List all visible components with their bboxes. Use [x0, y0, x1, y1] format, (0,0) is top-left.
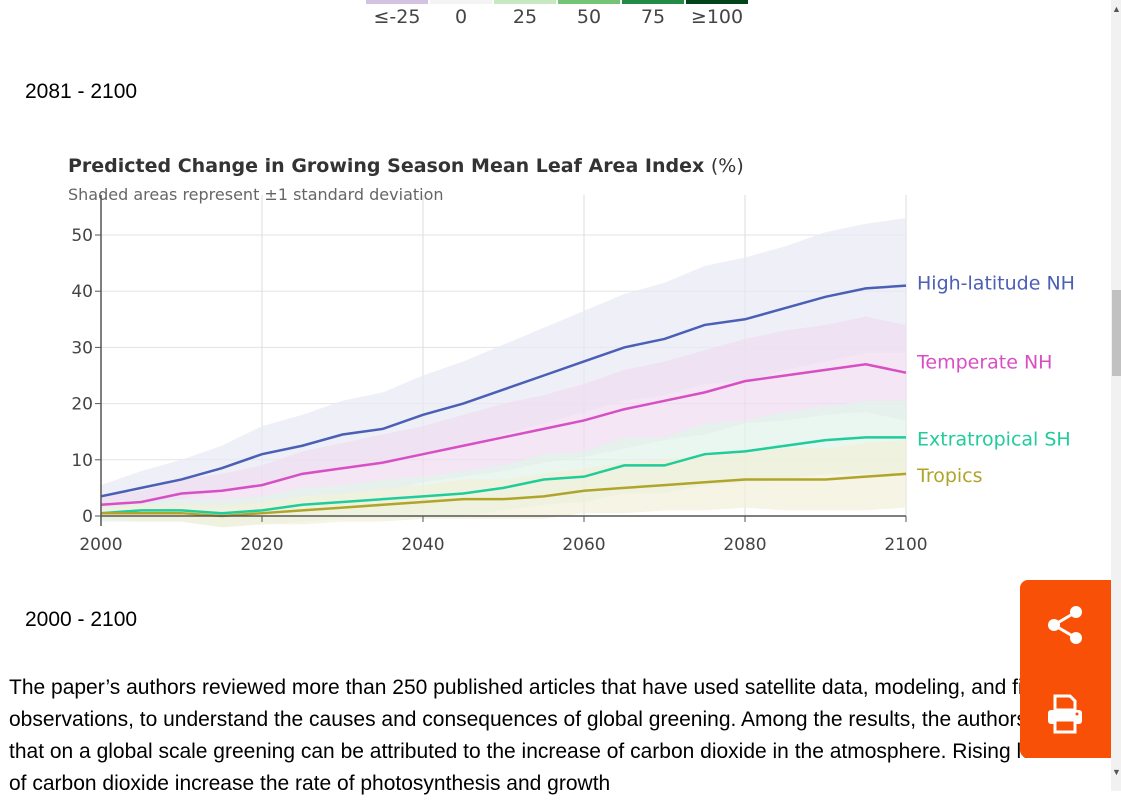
chart-subtitle: Shaded areas represent ±1 standard devia… [68, 185, 444, 204]
series-line-0 [100, 284, 907, 498]
scrollbar-thumb[interactable] [1112, 290, 1121, 376]
scroll-up-arrow[interactable]: ▲ [1112, 4, 1121, 14]
y-tick-label: 40 [71, 282, 93, 302]
scroll-down-arrow[interactable]: ▼ [1112, 767, 1121, 777]
sd-band-1 [101, 316, 906, 514]
map-color-legend: ≤-25 0 25 50 75 ≥100 [366, 0, 750, 28]
x-tick-label: 2080 [723, 535, 766, 555]
print-icon [1048, 694, 1082, 734]
legend-item: ≤-25 [366, 0, 428, 28]
series-line-2 [100, 436, 906, 515]
series-line-3 [101, 472, 907, 518]
y-tick-label: 10 [71, 451, 93, 471]
page-scrollbar[interactable]: ▲ ▼ [1111, 0, 1121, 791]
x-tick-label: 2020 [240, 535, 283, 555]
x-tick-label: 2100 [884, 535, 927, 555]
legend-item: 0 [430, 0, 492, 28]
y-tick-label: 0 [82, 507, 93, 527]
action-panel [1020, 580, 1111, 758]
x-tick-label: 2040 [401, 535, 444, 555]
legend-item: 75 [622, 0, 684, 28]
share-button[interactable] [1042, 602, 1088, 648]
map-caption: 2081 - 2100 [25, 80, 138, 103]
series-label: Temperate NH [916, 352, 1052, 374]
series-label: Extratropical SH [917, 428, 1071, 450]
series-label: High-latitude NH [917, 273, 1075, 295]
y-tick-label: 50 [71, 226, 93, 246]
legend-item: 25 [494, 0, 556, 28]
sd-band-0 [101, 218, 906, 508]
series-label: Tropics [916, 465, 983, 487]
leaf-area-index-chart: Predicted Change in Growing Season Mean … [68, 155, 1075, 555]
legend-item: 50 [558, 0, 620, 28]
article-paragraph: The paper’s authors reviewed more than 2… [9, 676, 1086, 795]
series-line-1 [100, 362, 907, 507]
print-button[interactable] [1042, 692, 1088, 738]
y-tick-label: 30 [71, 338, 93, 358]
legend-item: ≥100 [686, 0, 748, 28]
chart-title: Predicted Change in Growing Season Mean … [68, 155, 744, 177]
chart-caption: 2000 - 2100 [25, 608, 138, 631]
y-tick-label: 20 [71, 395, 93, 415]
x-tick-label: 2000 [79, 535, 122, 555]
sd-band-2 [101, 400, 906, 528]
x-tick-label: 2060 [562, 535, 605, 555]
share-icon [1048, 606, 1082, 644]
